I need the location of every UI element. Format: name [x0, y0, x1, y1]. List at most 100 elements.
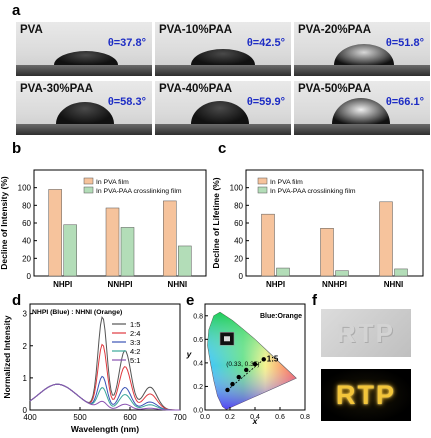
y-axis-title: y: [186, 349, 193, 359]
x-tick-label: 400: [23, 413, 37, 422]
y-tick-label: 60: [22, 219, 31, 228]
cie-point: [230, 381, 235, 387]
y-tick-label: 80: [22, 201, 31, 210]
spectrum-line: [29, 316, 180, 411]
x-category-label: NNHPI: [108, 280, 133, 289]
legend-swatch: [83, 177, 94, 185]
y-tick-label: 100: [18, 184, 32, 193]
panel-label-d: d: [12, 292, 22, 309]
y-tick-label: 20: [234, 254, 243, 263]
bar: [105, 207, 120, 277]
chart-c-lifetime-decline: 0 20 40 60 80 100 NHPI NNHPI NHNI Decline of Life…: [212, 169, 424, 289]
rtp-photo-daylight: RTP: [321, 309, 411, 357]
x-tick-label: 0.8: [300, 414, 310, 421]
contact-angle-photo-6: PVA-50%PAA θ=66.1°: [294, 81, 430, 135]
legend-label: 5:1: [130, 356, 140, 365]
y-axis-title: Decline of Lifetime (%): [212, 177, 221, 268]
contact-angle-value: θ=37.8°: [107, 37, 146, 49]
y-tick-label: 0: [23, 406, 28, 415]
contact-angle-photo-1: PVA θ=37.8°: [16, 22, 152, 76]
legend-label: In PVA film: [96, 179, 129, 186]
bar: [178, 245, 192, 277]
x-category-label: NHPI: [266, 280, 285, 289]
y-tick-label: 0.0: [193, 408, 203, 415]
cie-point: [261, 357, 266, 362]
y-tick-label: 100: [230, 184, 244, 193]
photo-title: PVA-50%PAA: [298, 83, 372, 95]
water-droplet: [54, 51, 118, 65]
rtp-text-glowing: RTP: [336, 379, 396, 410]
x-category-label: NNHPI: [322, 280, 347, 289]
contact-angle-photo-4: PVA-30%PAA θ=58.3°: [16, 81, 152, 135]
y-axis-title: Normalized Intensity: [2, 315, 12, 398]
bar: [394, 268, 408, 277]
water-droplet: [332, 98, 390, 124]
spectrum-line: [29, 375, 180, 411]
water-droplet: [191, 49, 255, 65]
bar: [163, 200, 177, 277]
water-droplet: [191, 101, 249, 124]
x-tick-label: 600: [123, 413, 137, 422]
rtp-text-faint: RTP: [337, 317, 395, 348]
panel-label-c: c: [218, 140, 227, 157]
photo-title: PVA-30%PAA: [20, 83, 94, 95]
x-tick-label: 700: [173, 413, 187, 422]
photo-title: PVA-10%PAA: [159, 24, 233, 36]
cie-point: [225, 387, 230, 393]
substrate: [155, 65, 291, 76]
contact-angle-value: θ=58.3°: [107, 96, 146, 108]
x-tick-label: 0.6: [275, 414, 285, 421]
x-tick-label: 0.0: [200, 414, 210, 421]
legend-label: 4:2: [130, 347, 140, 356]
chart-b-intensity-decline: 0 20 40 60 80 100 NHPI NNHPI NHNI Decline of Inte…: [0, 169, 207, 289]
y-tick-label: 0.2: [193, 384, 203, 391]
x-category-label: NHNI: [168, 280, 188, 289]
legend-label: In PVA film: [270, 179, 303, 186]
contact-angle-photo-3: PVA-20%PAA θ=51.8°: [294, 22, 430, 76]
chart-e-cie-diagram: 0.0 0.2 0.4 0.6 0.8 0.0 0.2 0.4 0.6 0.8 x y Blue:Ora…: [186, 303, 310, 426]
panel-label-e: e: [186, 292, 195, 309]
y-tick-label: 40: [234, 237, 243, 246]
panel-label-a: a: [12, 2, 21, 19]
y-tick-label: 0: [239, 272, 244, 281]
y-tick-label: 40: [22, 237, 31, 246]
contact-angle-value: θ=66.1°: [385, 96, 424, 108]
y-axis-title: Decline of Intensity (%): [0, 176, 9, 270]
rtp-photo-afterglow: RTP: [321, 369, 411, 421]
x-tick-label: 500: [73, 413, 87, 422]
legend-label: In PVA-PAA crosslinking film: [270, 188, 356, 195]
x-category-label: NHPI: [53, 280, 72, 289]
y-tick-label: 0.8: [193, 313, 203, 320]
legend-title: NHPI (Blue) : NHNI (Orange): [32, 309, 122, 316]
y-tick-label: 0.6: [193, 337, 203, 344]
cie-point: [252, 361, 258, 367]
cie-point: [244, 367, 249, 373]
contact-angle-value: θ=59.9°: [246, 96, 285, 108]
bar: [276, 267, 290, 277]
bar: [320, 228, 334, 277]
substrate: [294, 124, 430, 135]
substrate: [16, 124, 152, 135]
y-tick-label: 3: [23, 310, 28, 319]
contact-angle-value: θ=42.5°: [246, 37, 285, 49]
water-droplet: [56, 102, 114, 124]
x-axis-title: Wavelength (nm): [71, 424, 139, 434]
spectrum-line: [29, 383, 180, 411]
legend-label: In PVA-PAA crosslinking film: [96, 188, 182, 195]
x-category-label: NHNI: [384, 280, 404, 289]
y-tick-label: 80: [234, 201, 243, 210]
photo-title: PVA: [20, 24, 43, 36]
y-tick-label: 0.4: [193, 360, 203, 367]
plot-frame: [29, 303, 181, 411]
inset-photo-glow: [224, 336, 230, 342]
substrate: [294, 65, 430, 76]
ratio-label: 1:5: [267, 354, 279, 363]
bar: [63, 224, 77, 277]
bar: [379, 201, 393, 277]
panel-label-b: b: [12, 140, 22, 157]
contact-angle-value: θ=51.8°: [385, 37, 424, 49]
y-tick-label: 1: [23, 374, 28, 383]
substrate: [16, 65, 152, 76]
contact-angle-photo-5: PVA-40%PAA θ=59.9°: [155, 81, 291, 135]
cie-point: [236, 374, 241, 380]
